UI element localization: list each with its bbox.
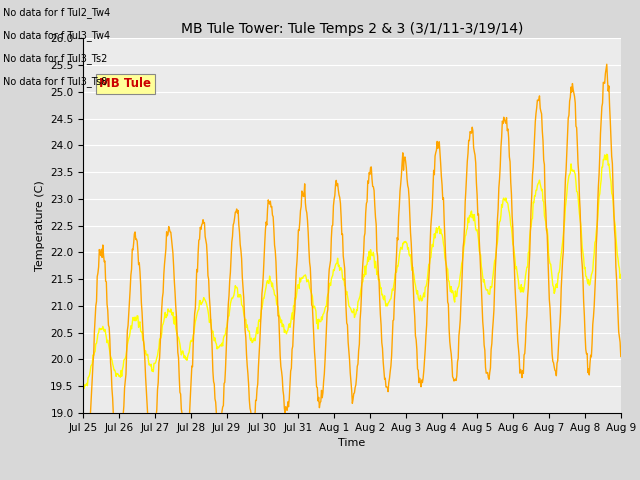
Text: No data for f Tul3_Ts8: No data for f Tul3_Ts8	[3, 76, 108, 87]
Title: MB Tule Tower: Tule Temps 2 & 3 (3/1/11-3/19/14): MB Tule Tower: Tule Temps 2 & 3 (3/1/11-…	[181, 22, 523, 36]
Y-axis label: Temperature (C): Temperature (C)	[35, 180, 45, 271]
X-axis label: Time: Time	[339, 438, 365, 448]
Text: MB Tule: MB Tule	[99, 77, 151, 90]
Text: No data for f Tul3_Ts2: No data for f Tul3_Ts2	[3, 53, 108, 64]
Text: No data for f Tul2_Tw4: No data for f Tul2_Tw4	[3, 7, 111, 18]
Text: No data for f Tul3_Tw4: No data for f Tul3_Tw4	[3, 30, 110, 41]
